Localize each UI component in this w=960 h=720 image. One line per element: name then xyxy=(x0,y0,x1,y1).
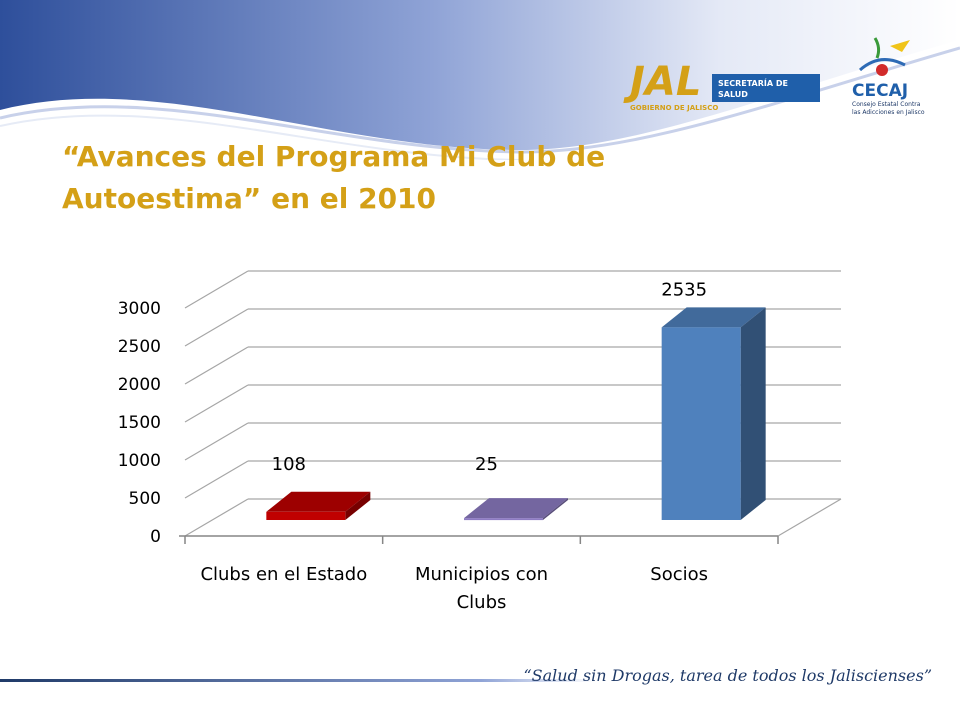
gridline-side xyxy=(184,346,249,385)
y-tick-label: 1500 xyxy=(118,413,161,433)
bar-top xyxy=(661,307,766,328)
cecaj-logo: CECAJ Consejo Estatal Contra las Adiccio… xyxy=(852,37,925,116)
bar-front xyxy=(266,511,346,520)
chart-axis xyxy=(179,535,779,544)
data-label: 2535 xyxy=(661,279,707,300)
gridline-side xyxy=(184,384,249,423)
bar-top xyxy=(464,498,568,519)
x-tick-label: Socios xyxy=(650,564,708,585)
y-tick-label: 3000 xyxy=(118,299,161,319)
floor-edge xyxy=(777,498,842,537)
data-label: 108 xyxy=(272,454,306,475)
chart: 0 500 1000 1500 2000 2500 3000 108 Clubs en el E… xyxy=(118,270,842,613)
data-label: 25 xyxy=(475,454,498,475)
chart-bars xyxy=(266,307,766,521)
y-tick-label: 500 xyxy=(129,489,161,509)
y-tick-label: 2000 xyxy=(118,375,161,395)
gridline-side xyxy=(184,422,249,461)
slide-title-line1: “Avances del Programa Mi Club de xyxy=(62,140,606,173)
x-tick-label: Clubs en el Estado xyxy=(200,564,367,585)
cecaj-name: CECAJ xyxy=(852,81,908,101)
gridline-side xyxy=(184,270,249,309)
logos-area: JAL GOBIERNO DE JALISCO SECRETARÍA DE SA… xyxy=(623,37,925,116)
cecaj-dot-icon xyxy=(876,64,888,76)
gridline-side xyxy=(184,308,249,347)
bar-front xyxy=(464,518,543,521)
x-tick-label: Municipios con xyxy=(415,564,548,585)
x-tick-label: Clubs xyxy=(457,592,507,613)
cecaj-wave-icon xyxy=(858,58,906,72)
bar-side xyxy=(543,498,568,520)
jal-logo-subtitle: GOBIERNO DE JALISCO xyxy=(630,104,718,112)
cecaj-bird-icon xyxy=(890,40,910,52)
y-tick-label: 1000 xyxy=(118,451,161,471)
gridline-side xyxy=(184,460,249,499)
salud-line2: SALUD xyxy=(718,90,748,99)
salud-box xyxy=(712,74,820,102)
bar-side xyxy=(740,307,766,520)
chart-labels: 0 500 1000 1500 2000 2500 3000 108 Clubs en el E… xyxy=(118,279,708,613)
jal-logo-text: JAL xyxy=(623,59,701,105)
y-tick-label: 0 xyxy=(150,527,161,547)
y-tick-label: 2500 xyxy=(118,337,161,357)
bar xyxy=(661,307,766,520)
cecaj-figure-icon xyxy=(873,37,881,59)
jalisco-logo: JAL GOBIERNO DE JALISCO SECRETARÍA DE SA… xyxy=(623,59,820,112)
bar-top xyxy=(266,491,371,512)
gridline-side xyxy=(184,498,249,537)
bar-front xyxy=(661,327,741,520)
cecaj-line2: las Adicciones en Jalisco xyxy=(852,109,925,116)
slide-title: “Avances del Programa Mi Club de Autoest… xyxy=(62,136,662,220)
bar xyxy=(464,498,568,521)
salud-line1: SECRETARÍA DE xyxy=(718,77,788,88)
footer-divider xyxy=(0,679,960,682)
slide-title-line2: Autoestima” en el 2010 xyxy=(62,182,437,215)
cecaj-line1: Consejo Estatal Contra xyxy=(852,101,921,108)
bar-side xyxy=(345,491,371,520)
bar xyxy=(266,491,371,520)
footer-slogan: “Salud sin Drogas, tarea de todos los Ja… xyxy=(523,666,932,685)
